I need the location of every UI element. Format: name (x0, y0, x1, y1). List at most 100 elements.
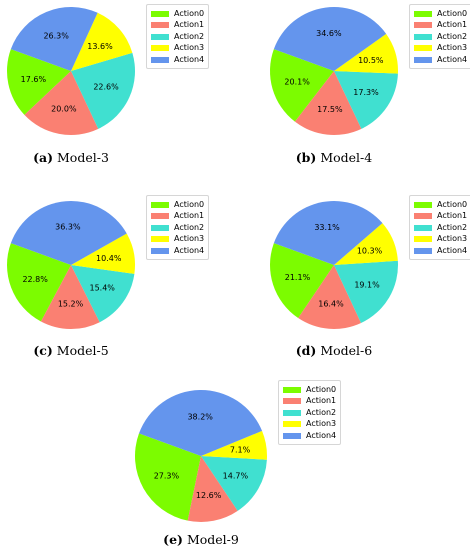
legend-entry-action1: Action1 (151, 20, 204, 32)
legend-label: Action4 (437, 245, 468, 255)
legend-entry-action4: Action4 (151, 54, 204, 66)
legend-swatch (414, 213, 432, 220)
legend-swatch (151, 10, 169, 17)
slice-label-action4: 36.3% (55, 223, 81, 232)
legend-entry-action4: Action4 (414, 245, 467, 257)
caption-model-3: (a) Model-3 (0, 150, 171, 165)
caption-model-9: (e) Model-9 (101, 532, 301, 547)
slice-label-action1: 16.4% (318, 299, 344, 308)
legend-label: Action0 (306, 384, 337, 394)
legend-swatch (151, 224, 169, 231)
pie-slice-action4 (273, 7, 387, 72)
legend-swatch (151, 33, 169, 40)
caption-text: Model-6 (320, 343, 373, 358)
pie-slice-action3 (201, 430, 267, 460)
slice-label-action0: 21.1% (285, 273, 311, 282)
pie-slice-action0 (7, 243, 71, 322)
legend-label: Action4 (306, 430, 337, 440)
slice-label-action4: 26.3% (43, 32, 69, 41)
legend-swatch (414, 33, 432, 40)
caption-text: Model-3 (57, 150, 109, 165)
legend-swatch (151, 22, 169, 29)
legend-model-3: Action0 Action1 Action2 Action3 Action4 (146, 4, 210, 69)
legend-label: Action3 (437, 43, 468, 53)
legend-entry-action2: Action2 (414, 222, 467, 234)
legend-swatch (283, 398, 301, 405)
legend-swatch (414, 247, 432, 254)
slice-label-action4: 34.6% (316, 29, 342, 38)
slice-label-action3: 7.1% (230, 445, 251, 454)
legend-entry-action3: Action3 (151, 43, 204, 55)
pie-slice-action1 (24, 71, 99, 135)
slice-label-action3: 13.6% (87, 42, 113, 51)
legend-label: Action2 (437, 222, 468, 232)
legend-model-9: Action0 Action1 Action2 Action3 Action4 (278, 380, 342, 445)
slice-label-action2: 19.1% (354, 281, 380, 290)
legend-swatch (283, 409, 301, 416)
pie-slice-action4 (10, 201, 127, 265)
slice-label-action2: 15.4% (89, 283, 115, 292)
caption-tag: (c) (33, 343, 53, 358)
legend-entry-action1: Action1 (414, 211, 467, 223)
slice-label-action3: 10.5% (358, 56, 384, 65)
caption-text: Model-9 (186, 532, 239, 547)
legend-swatch (151, 45, 169, 52)
pie-slice-action4 (138, 390, 263, 456)
pie-slice-action1 (40, 265, 100, 329)
pie-slice-action3 (71, 233, 135, 274)
slice-label-action1: 17.5% (317, 105, 343, 114)
legend-label: Action3 (437, 234, 468, 244)
pie-slice-action1 (294, 71, 362, 135)
legend-swatch (151, 201, 169, 208)
legend-entry-action0: Action0 (414, 8, 467, 20)
legend-label: Action2 (437, 31, 468, 41)
legend-entry-action2: Action2 (151, 222, 204, 234)
legend-entry-action1: Action1 (283, 396, 336, 408)
legend-swatch (283, 421, 301, 428)
pie-slice-action4 (10, 6, 98, 71)
caption-text: Model-4 (320, 150, 373, 165)
legend-label: Action3 (306, 419, 337, 429)
pie-slice-action1 (187, 456, 238, 522)
legend-swatch (414, 224, 432, 231)
caption-model-4: (b) Model-4 (234, 150, 434, 165)
legend-label: Action3 (174, 43, 205, 53)
legend-label: Action0 (174, 8, 205, 18)
slice-label-action2: 14.7% (223, 472, 249, 481)
pie-slice-action2 (334, 260, 399, 324)
legend-entry-action0: Action0 (414, 199, 467, 211)
legend-label: Action1 (174, 211, 205, 221)
slice-label-action0: 17.6% (21, 75, 47, 84)
pie-slice-action2 (71, 52, 135, 129)
legend-label: Action2 (306, 407, 337, 417)
legend-swatch (414, 236, 432, 243)
legend-entry-action0: Action0 (151, 199, 204, 211)
pie-slice-action0 (135, 433, 201, 521)
slice-label-action4: 38.2% (187, 412, 213, 421)
legend-label: Action4 (174, 54, 205, 64)
legend-swatch (151, 56, 169, 63)
caption-tag: (d) (295, 343, 317, 358)
legend-entry-action3: Action3 (151, 234, 204, 246)
slice-label-action1: 15.2% (58, 299, 84, 308)
pie-slice-action2 (334, 71, 398, 129)
legend-swatch (151, 236, 169, 243)
slice-label-action3: 10.3% (357, 246, 383, 255)
legend-swatch (414, 10, 432, 17)
pie-slice-action4 (273, 200, 383, 265)
legend-entry-action1: Action1 (414, 20, 467, 32)
legend-label: Action1 (174, 20, 205, 30)
legend-entry-action0: Action0 (151, 8, 204, 20)
caption-text: Model-5 (56, 343, 109, 358)
pie-slice-action1 (298, 265, 362, 330)
legend-label: Action2 (174, 222, 205, 232)
pie-slice-action0 (6, 49, 71, 115)
slice-label-action0: 27.3% (154, 471, 180, 480)
slice-label-action2: 17.3% (353, 88, 379, 97)
legend-entry-action2: Action2 (283, 407, 336, 419)
legend-label: Action3 (174, 234, 205, 244)
slice-label-action2: 22.6% (93, 83, 119, 92)
